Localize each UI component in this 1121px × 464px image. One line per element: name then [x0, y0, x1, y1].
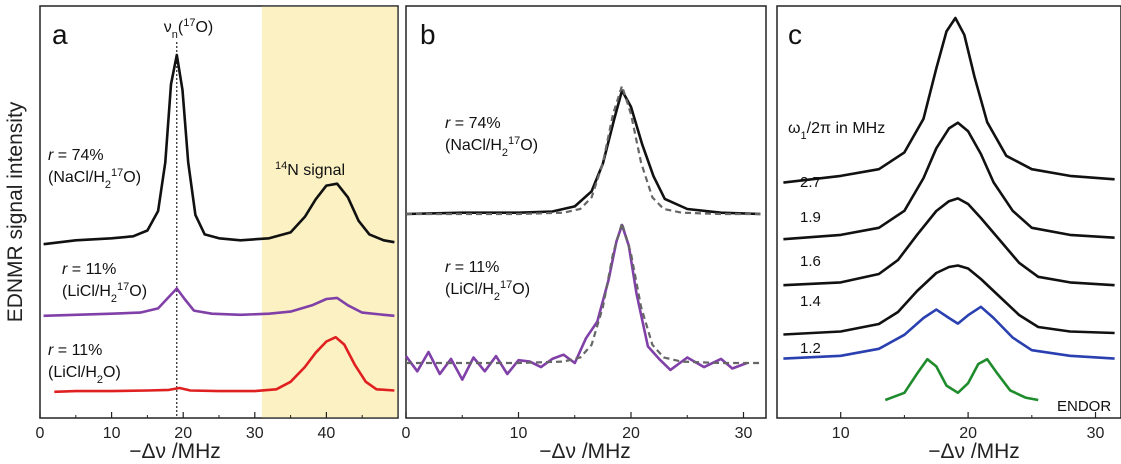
power-legend-title: ω1/2π in MHz: [788, 120, 885, 142]
n14-signal-label: 14N signal: [275, 160, 345, 179]
x-axis-title-a: −Δν /MHz: [129, 440, 221, 463]
trace-b-4: [406, 221, 761, 365]
trace-c-12: [783, 305, 1115, 360]
sample-label-a-3-ratio: r = 11%: [48, 342, 102, 359]
x-tick-label-c-10: 10: [832, 425, 850, 442]
trace-a-2: [43, 287, 395, 318]
trace-c-endor: [884, 357, 1039, 402]
o17-larmor-label: νn(17O): [164, 17, 213, 41]
x-tick-label-b-30: 30: [735, 425, 753, 442]
trace-a-1: [43, 53, 395, 246]
x-tick-label-a-40: 40: [318, 425, 336, 442]
x-tick-label-b-0: 0: [402, 425, 411, 442]
x-tick-label-b-10: 10: [510, 425, 528, 442]
power-label-1-6: 1.6: [800, 253, 821, 270]
x-tick-label-a-20: 20: [174, 425, 192, 442]
sample-label-a-1-ratio: r = 74%: [48, 147, 104, 164]
sample-label-a-2-ratio: r = 11%: [62, 261, 116, 278]
trace-c-16: [783, 197, 1115, 287]
trace-c-27: [783, 16, 1115, 184]
trace-c-14: [783, 264, 1115, 336]
power-label-2-7: 2.7: [800, 174, 821, 191]
power-label-1-9: 1.9: [800, 209, 821, 226]
trace-a-3: [54, 335, 395, 394]
sample-label-b-2-ratio: r = 11%: [445, 259, 499, 276]
sample-label-a-3-solvent: (LiCl/H2O): [48, 364, 121, 386]
sample-label-b-1-ratio: r = 74%: [445, 115, 501, 132]
panel-letter-c: c: [788, 19, 802, 50]
trace-b-2: [406, 84, 761, 216]
power-label-1-2: 1.2: [800, 340, 821, 357]
panel-letter-a: a: [52, 19, 68, 50]
sample-label-a-1-solvent: (NaCl/H217O): [48, 167, 141, 191]
x-tick-label-c-20: 20: [959, 425, 977, 442]
panel-frame-b: [405, 5, 767, 419]
x-tick-label-a-10: 10: [103, 425, 121, 442]
x-axis-title-c: −Δν /MHz: [928, 440, 1020, 463]
sample-label-b-1-solvent: (NaCl/H217O): [445, 135, 538, 159]
trace-b-3: [404, 223, 748, 381]
x-tick-label-a-30: 30: [246, 425, 264, 442]
sample-label-b-2-solvent: (LiCl/H217O): [445, 279, 530, 303]
trace-c-19: [783, 121, 1115, 241]
panel-letter-b: b: [420, 19, 436, 50]
n14-shaded-region: [261, 6, 398, 418]
x-tick-label-a-0: 0: [36, 425, 45, 442]
power-label-1-4: 1.4: [800, 293, 821, 310]
y-axis-title: EDNMR signal intensity: [4, 101, 27, 322]
x-axis-title-b: −Δν /MHz: [539, 440, 631, 463]
panel-frame-c: [776, 5, 1121, 419]
trace-b-1: [405, 89, 761, 216]
x-tick-label-b-20: 20: [622, 425, 640, 442]
x-tick-label-c-30: 30: [1087, 425, 1105, 442]
sample-label-a-2-solvent: (LiCl/H217O): [62, 281, 147, 305]
endor-label: ENDOR: [1057, 398, 1111, 415]
